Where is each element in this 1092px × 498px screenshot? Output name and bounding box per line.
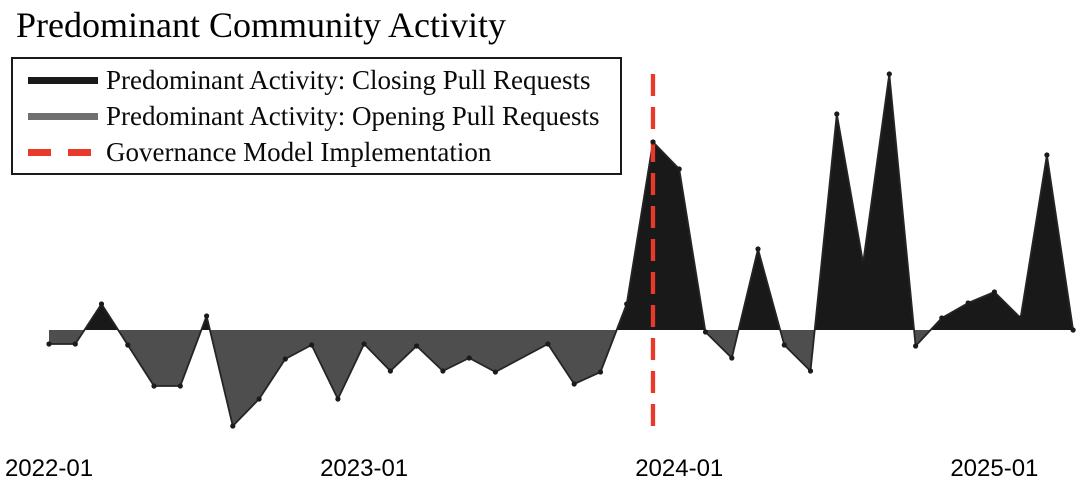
data-point-dot: [755, 246, 761, 252]
data-point-dot: [597, 369, 604, 375]
data-point-dot: [230, 423, 236, 429]
opening-line-swatch-icon: [28, 112, 98, 120]
opening-area-segment: [49, 330, 85, 344]
data-point-dot: [361, 341, 367, 347]
legend-item-closing: Predominant Activity: Closing Pull Reque…: [28, 62, 616, 98]
opening-area-segment: [118, 330, 202, 386]
data-point-dot: [624, 301, 630, 307]
data-point-dot: [466, 355, 472, 361]
data-point-dot: [335, 396, 341, 402]
closing-line-swatch-icon: [28, 76, 98, 84]
data-point-dot: [913, 343, 919, 349]
data-point-dot: [886, 71, 892, 77]
data-point-dot: [965, 300, 971, 306]
data-point-dot: [177, 383, 183, 389]
data-point-dot: [729, 355, 735, 361]
legend-label-opening: Predominant Activity: Opening Pull Reque…: [106, 100, 600, 131]
legend-box: Predominant Activity: Closing Pull Reque…: [11, 57, 622, 175]
legend-label-closing: Predominant Activity: Closing Pull Reque…: [106, 64, 591, 95]
opening-area-segment: [780, 330, 815, 371]
data-point-dot: [807, 368, 814, 374]
closing-area-segment: [84, 304, 119, 330]
x-tick-label: 2025-01: [950, 455, 1039, 482]
governance-dash-swatch-icon: [28, 148, 98, 156]
x-tick-label: 2022-01: [4, 455, 94, 482]
data-point-dot: [440, 368, 446, 374]
data-point-dot: [781, 342, 787, 348]
closing-area-segment: [814, 74, 914, 330]
data-point-dot: [492, 369, 498, 375]
chart-title: Predominant Community Activity: [16, 5, 506, 45]
closing-area-segment: [930, 155, 1074, 330]
legend-item-opening: Predominant Activity: Opening Pull Reque…: [28, 98, 616, 134]
data-point-dot: [414, 343, 420, 349]
data-point-dot: [98, 301, 105, 307]
data-point-dot: [309, 342, 315, 348]
data-point-dot: [1044, 152, 1050, 158]
x-tick-label: 2024-01: [635, 455, 724, 482]
opening-area-segment: [209, 330, 617, 426]
data-point-dot: [676, 166, 682, 172]
data-point-dot: [282, 356, 288, 362]
legend-item-governance: Governance Model Implementation: [28, 134, 616, 170]
x-tick-label: 2023-01: [320, 455, 409, 482]
closing-area-segment: [738, 249, 781, 330]
data-point-dot: [834, 111, 840, 117]
data-point-dot: [256, 396, 262, 402]
data-point-dot: [991, 289, 998, 295]
data-point-dot: [151, 383, 157, 389]
data-point-dot: [650, 139, 656, 145]
data-point-dot: [860, 260, 866, 266]
legend-label-governance: Governance Model Implementation: [106, 136, 492, 167]
data-point-dot: [939, 315, 945, 321]
data-point-dot: [46, 341, 52, 347]
data-point-dot: [1070, 327, 1076, 333]
data-point-dot: [72, 341, 78, 347]
closing-area-segment: [616, 142, 706, 330]
opening-area-segment: [705, 330, 739, 358]
data-point-dot: [125, 342, 131, 348]
data-point-dot: [571, 381, 577, 387]
data-point-dot: [1018, 315, 1024, 321]
data-point-dot: [545, 341, 551, 347]
data-point-dot: [204, 313, 210, 319]
data-point-dot: [702, 329, 709, 335]
data-point-dot: [387, 368, 393, 374]
